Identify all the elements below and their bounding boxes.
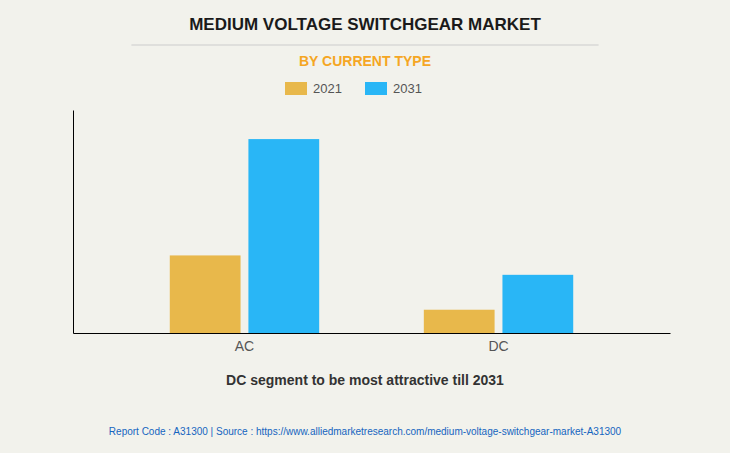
x-axis: AC DC	[74, 334, 671, 354]
y-axis-line	[73, 111, 74, 334]
footer: Report Code : A31300 | Source : https://…	[109, 426, 622, 437]
legend: 2021 2031	[285, 81, 422, 96]
x-tick-label: DC	[488, 338, 508, 354]
x-tick-label: AC	[235, 338, 254, 354]
y-axis	[73, 111, 74, 334]
legend-item: 2031	[365, 81, 422, 96]
x-tick: AC	[235, 338, 254, 354]
bar	[170, 255, 241, 333]
chart: MEDIUM VOLTAGE SWITCHGEAR MARKET BY CURRE…	[0, 0, 730, 453]
bar	[248, 139, 319, 333]
title: MEDIUM VOLTAGE SWITCHGEAR MARKET	[189, 15, 541, 34]
bar	[424, 310, 495, 333]
legend-label: 2021	[313, 81, 342, 96]
series	[170, 255, 495, 333]
bar	[502, 275, 573, 333]
legend-swatch	[365, 82, 387, 95]
plot-area: AC DC	[74, 111, 671, 354]
bars	[170, 139, 573, 333]
series	[248, 139, 573, 333]
title-rule	[131, 45, 598, 46]
x-tick: DC	[488, 338, 508, 354]
legend-item: 2021	[285, 81, 342, 96]
legend-label: 2031	[393, 81, 422, 96]
x-axis-line	[74, 333, 671, 334]
legend-swatch	[285, 82, 307, 95]
subtitle: BY CURRENT TYPE	[299, 53, 431, 69]
x-axis-title: DC segment to be most attractive till 20…	[226, 372, 504, 388]
